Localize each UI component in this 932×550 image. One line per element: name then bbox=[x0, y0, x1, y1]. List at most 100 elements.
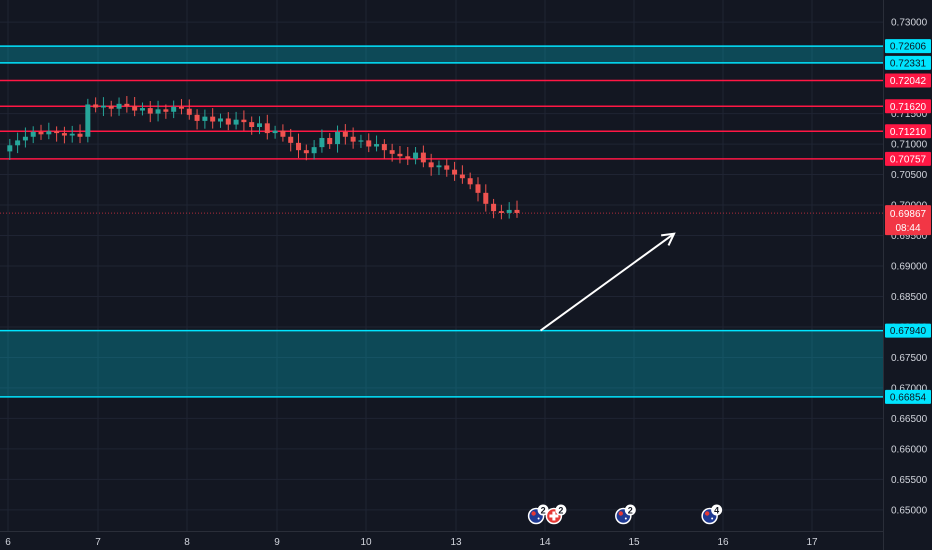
level-price-tag[interactable] bbox=[885, 389, 931, 404]
level-price-label: 0.71620 bbox=[890, 102, 927, 113]
candle-body[interactable] bbox=[225, 118, 231, 125]
candle-body[interactable] bbox=[132, 106, 138, 111]
candle-body[interactable] bbox=[272, 130, 278, 134]
candle-body[interactable] bbox=[506, 209, 512, 213]
candle-body[interactable] bbox=[163, 109, 169, 112]
y-tick-label: 0.66000 bbox=[891, 444, 928, 455]
level-price-label: 0.67940 bbox=[890, 326, 927, 337]
candle-body[interactable] bbox=[69, 133, 75, 136]
candle-body[interactable] bbox=[100, 105, 106, 108]
y-tick-label: 0.71000 bbox=[891, 140, 928, 151]
candle-body[interactable] bbox=[303, 150, 309, 154]
candle-body[interactable] bbox=[428, 162, 434, 168]
candle-body[interactable] bbox=[178, 106, 184, 109]
candle-body[interactable] bbox=[335, 131, 341, 145]
candle-body[interactable] bbox=[210, 116, 216, 122]
x-tick-label: 9 bbox=[274, 537, 280, 548]
candle-body[interactable] bbox=[155, 109, 161, 114]
candle-body[interactable] bbox=[405, 156, 411, 159]
candle-body[interactable] bbox=[389, 150, 395, 154]
candle-body[interactable] bbox=[108, 105, 114, 109]
candle-body[interactable] bbox=[194, 114, 200, 121]
candle-body[interactable] bbox=[30, 131, 36, 137]
candle-body[interactable] bbox=[327, 137, 333, 145]
x-tick-label: 10 bbox=[360, 537, 372, 548]
candle-body[interactable] bbox=[514, 209, 520, 213]
candle-body[interactable] bbox=[296, 142, 302, 151]
candle-body[interactable] bbox=[413, 152, 419, 159]
candle-body[interactable] bbox=[186, 108, 192, 115]
candle-body[interactable] bbox=[280, 130, 286, 137]
level-price-label: 0.71210 bbox=[890, 127, 927, 138]
candle-body[interactable] bbox=[264, 123, 270, 134]
candle-body[interactable] bbox=[249, 122, 255, 128]
flag-star-icon bbox=[618, 511, 624, 516]
price-axis[interactable] bbox=[883, 0, 932, 550]
candle-body[interactable] bbox=[444, 165, 450, 170]
level-price-tag[interactable] bbox=[885, 124, 931, 139]
arrow-head-icon bbox=[661, 232, 676, 246]
candle-body[interactable] bbox=[77, 133, 83, 137]
candle-body[interactable] bbox=[93, 104, 99, 108]
candle-body[interactable] bbox=[483, 192, 489, 204]
candle-body[interactable] bbox=[358, 140, 364, 142]
candle-body[interactable] bbox=[116, 103, 122, 109]
candle-body[interactable] bbox=[452, 169, 458, 175]
candle-body[interactable] bbox=[319, 137, 325, 148]
candle-body[interactable] bbox=[85, 104, 91, 137]
flag-star-icon bbox=[531, 511, 536, 516]
x-tick-label: 13 bbox=[450, 537, 462, 548]
candle-body[interactable] bbox=[381, 144, 387, 151]
candle-body[interactable] bbox=[436, 165, 442, 168]
candle-body[interactable] bbox=[366, 140, 372, 147]
candle-body[interactable] bbox=[241, 119, 247, 123]
candle-body[interactable] bbox=[61, 133, 67, 136]
candle-body[interactable] bbox=[54, 131, 60, 134]
candle-body[interactable] bbox=[202, 116, 208, 121]
x-tick-label: 7 bbox=[95, 537, 101, 548]
level-price-tag[interactable] bbox=[885, 39, 931, 54]
flag-cross-icon bbox=[549, 514, 559, 518]
candle-body[interactable] bbox=[288, 136, 294, 143]
level-price-tag[interactable] bbox=[885, 73, 931, 88]
level-price-tag[interactable] bbox=[885, 323, 931, 338]
candle-body[interactable] bbox=[467, 178, 473, 185]
candle-body[interactable] bbox=[171, 106, 177, 112]
candle-body[interactable] bbox=[459, 174, 465, 179]
candle-body[interactable] bbox=[7, 145, 13, 152]
level-price-tag[interactable] bbox=[885, 151, 931, 166]
candle-body[interactable] bbox=[374, 144, 380, 147]
y-tick-label: 0.70500 bbox=[891, 170, 928, 181]
candle-body[interactable] bbox=[217, 118, 223, 122]
y-tick-label: 0.65500 bbox=[891, 475, 928, 486]
current-price-tag[interactable] bbox=[885, 205, 931, 236]
candle-body[interactable] bbox=[38, 131, 44, 135]
level-price-tag[interactable] bbox=[885, 99, 931, 114]
trend-arrow[interactable] bbox=[539, 232, 675, 332]
time-axis[interactable] bbox=[0, 531, 883, 550]
candle-body[interactable] bbox=[233, 119, 239, 125]
candle-body[interactable] bbox=[420, 152, 426, 163]
y-tick-label: 0.66500 bbox=[891, 414, 928, 425]
y-tick-label: 0.65000 bbox=[891, 505, 928, 516]
level-price-label: 0.72606 bbox=[890, 42, 927, 53]
candle-body[interactable] bbox=[46, 131, 52, 135]
candle-body[interactable] bbox=[397, 153, 403, 157]
y-tick-label: 0.67000 bbox=[891, 383, 928, 394]
candle-body[interactable] bbox=[15, 140, 21, 146]
candle-body[interactable] bbox=[350, 136, 356, 142]
candle-body[interactable] bbox=[124, 103, 130, 107]
level-price-tag[interactable] bbox=[885, 55, 931, 70]
candle-body[interactable] bbox=[491, 203, 497, 212]
candle-body[interactable] bbox=[139, 108, 145, 111]
candle-body[interactable] bbox=[475, 184, 481, 193]
event-count-label: 2 bbox=[541, 506, 546, 516]
candle-body[interactable] bbox=[22, 136, 28, 141]
candle-body[interactable] bbox=[147, 108, 153, 114]
candle-body[interactable] bbox=[311, 147, 317, 154]
y-tick-label: 0.69500 bbox=[891, 231, 928, 242]
candle-body[interactable] bbox=[342, 131, 348, 137]
candle-body[interactable] bbox=[257, 123, 262, 128]
candle-body[interactable] bbox=[498, 211, 504, 213]
